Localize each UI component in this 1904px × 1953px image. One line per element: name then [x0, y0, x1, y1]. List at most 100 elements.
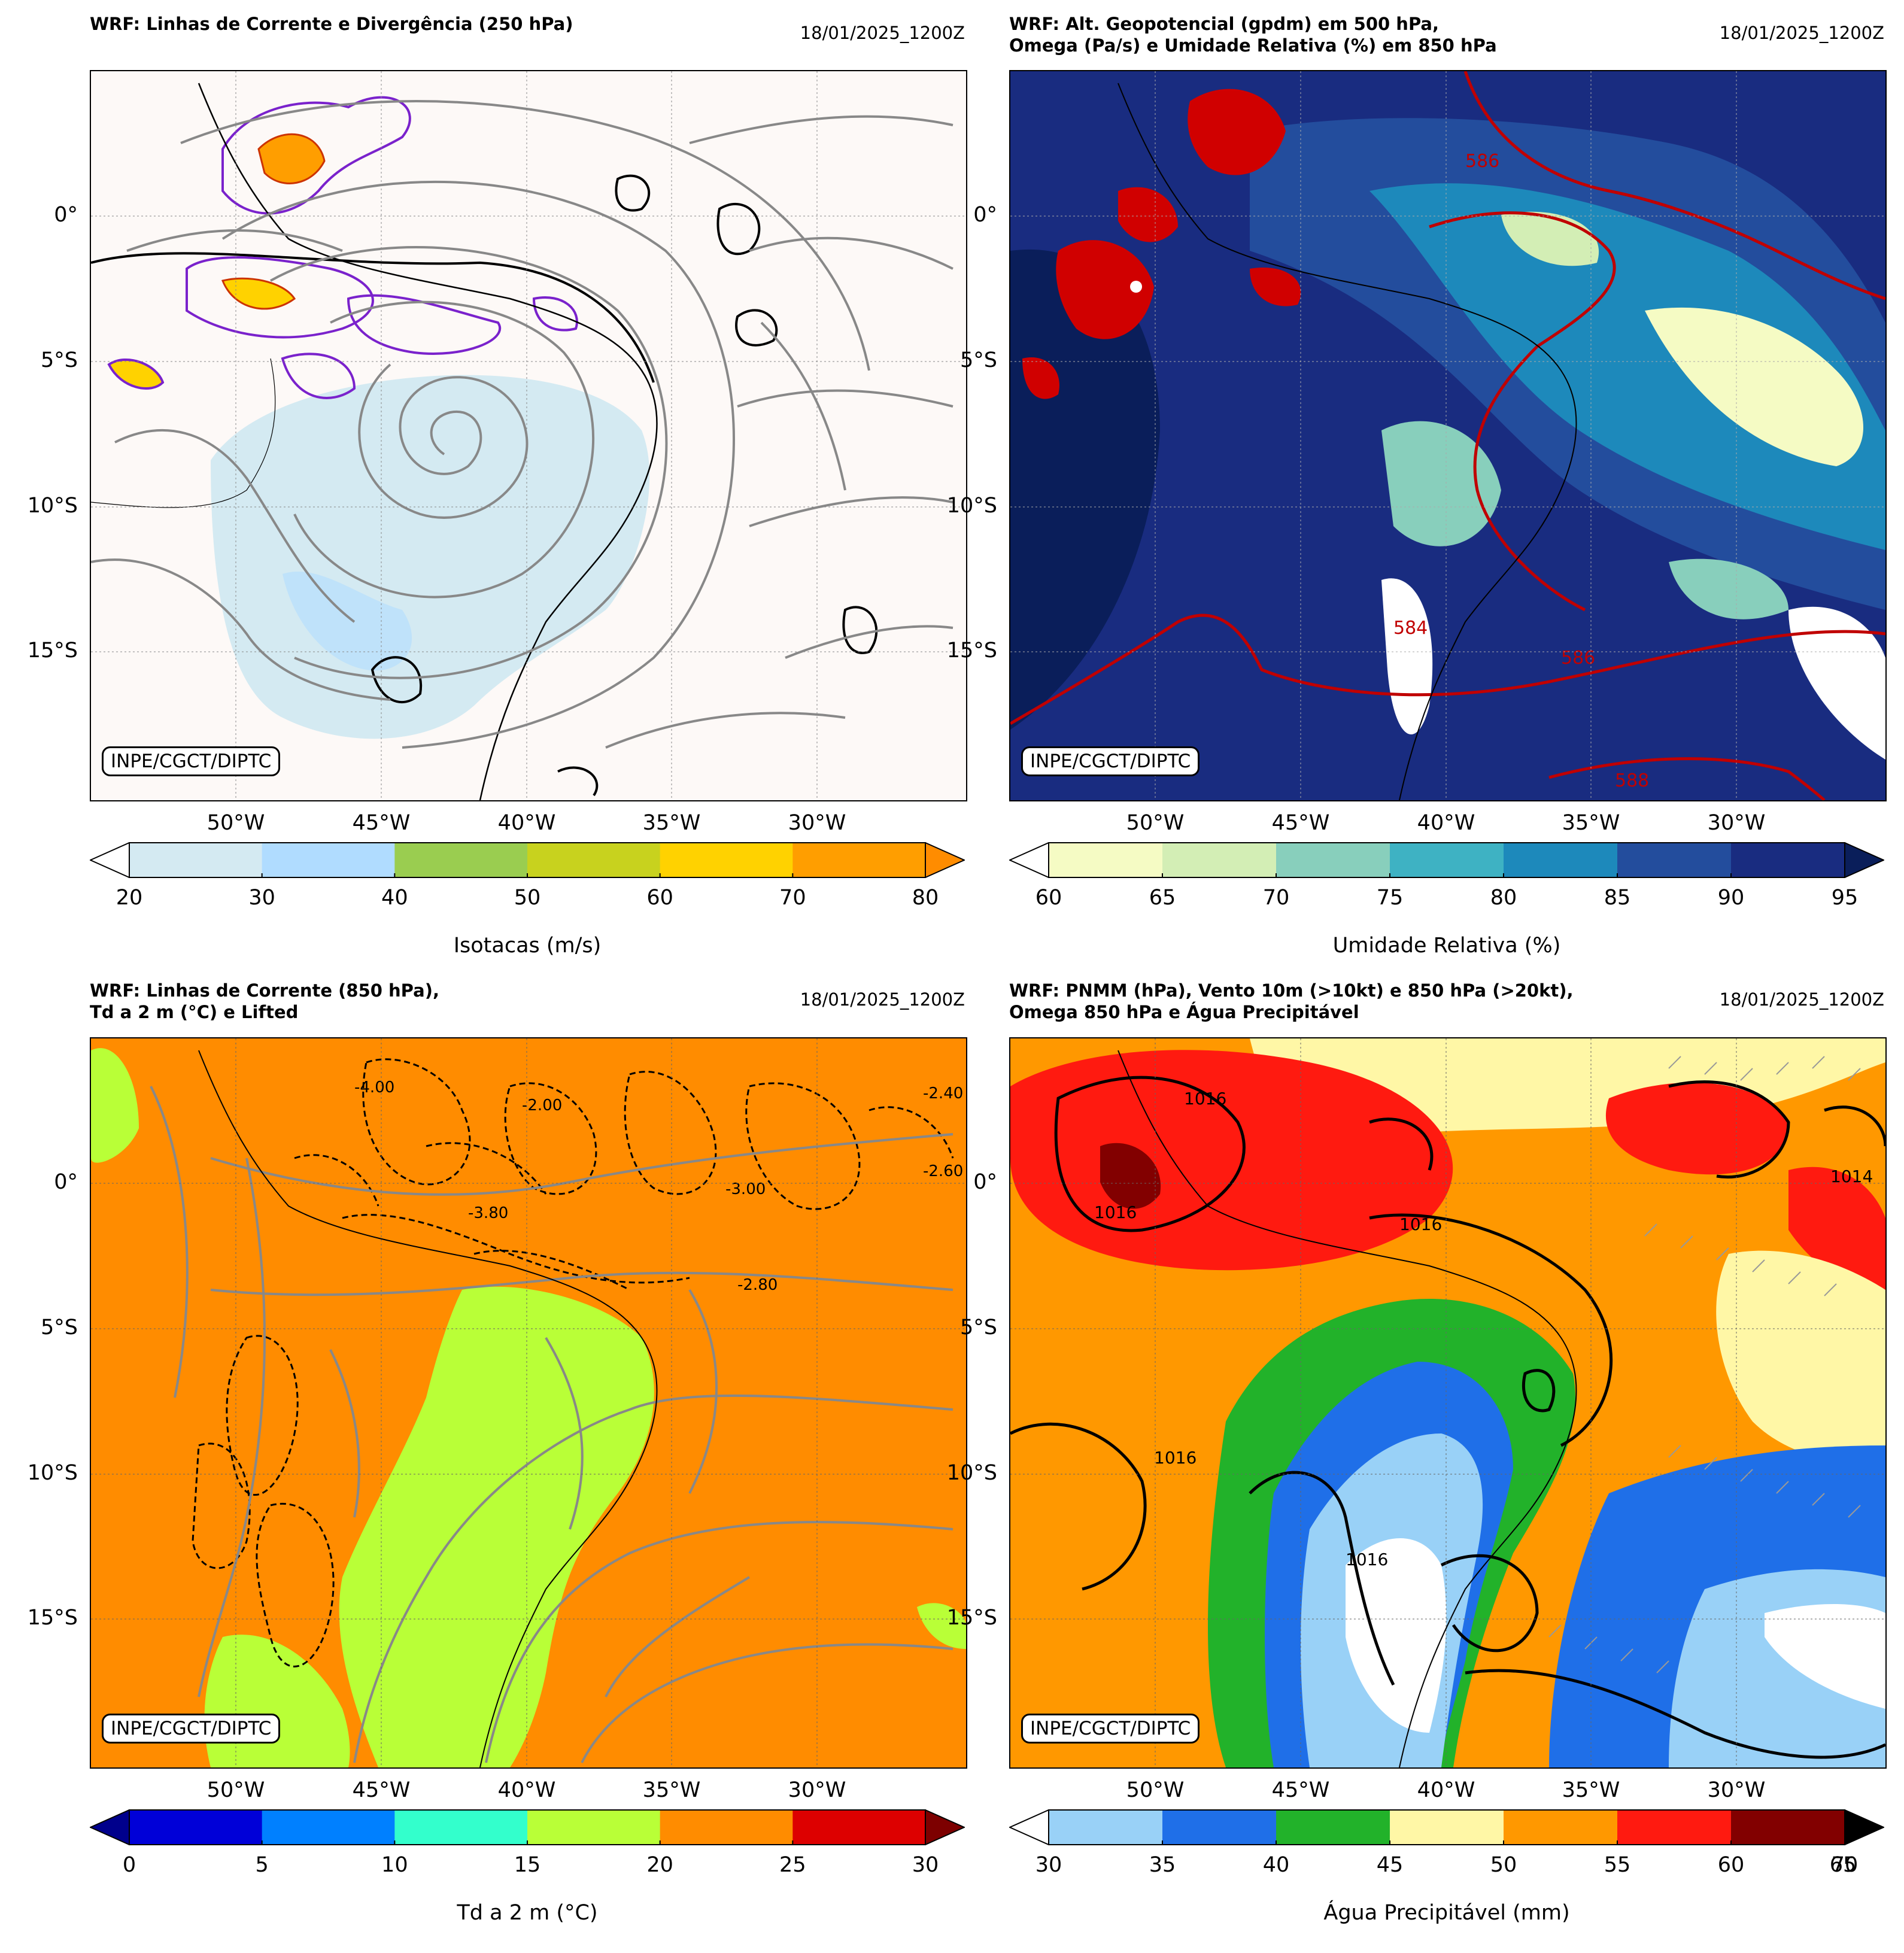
contour-label: 1016 — [1346, 1550, 1388, 1569]
map-frame: 1016 1016 1016 1016 1016 1014 INPE/CGCT/… — [1009, 1037, 1887, 1769]
colorbar-tick-label: 40 — [381, 886, 408, 910]
colorbar-tick-label: 85 — [1604, 886, 1631, 910]
lat-label: 10°S — [946, 1461, 997, 1485]
colorbar-outline — [1048, 842, 1845, 878]
colorbar-label: Isotacas (m/s) — [453, 934, 602, 958]
divergence-core — [257, 133, 326, 184]
lat-label: 5°S — [41, 1316, 78, 1340]
colorbar-tick-label: 30 — [912, 1853, 939, 1877]
colorbar-segment — [129, 843, 263, 877]
lon-label: 35°W — [642, 1778, 701, 1802]
colorbar-segment — [1390, 1810, 1504, 1845]
credit-label: INPE/CGCT/DIPTC — [1021, 746, 1200, 776]
colorbar-segment — [1617, 843, 1732, 877]
lat-label: 10°S — [27, 1461, 78, 1485]
colorbar-tick-label: 90 — [1717, 886, 1745, 910]
lon-label: 30°W — [1707, 1778, 1766, 1802]
map-plot: 1016 1016 1016 1016 1016 1014 — [1010, 1038, 1885, 1767]
humidity-band-60 — [1788, 606, 1885, 760]
colorbar-tick-label: 40 — [1262, 1853, 1290, 1877]
colorbar-segment — [1390, 843, 1504, 877]
lat-label: 0° — [973, 203, 997, 227]
panel-date: 18/01/2025_1200Z — [1719, 989, 1884, 1010]
colorbar-tick-label: 60 — [1035, 886, 1062, 910]
isotach-area-30 — [283, 571, 412, 671]
divergence-contour — [716, 203, 761, 256]
colorbar-tick-label: 35 — [1149, 1853, 1176, 1877]
omega-patch — [1022, 357, 1059, 399]
colorbar-label: Umidade Relativa (%) — [1332, 934, 1561, 958]
panel-title: WRF: PNMM (hPa), Vento 10m (>10kt) e 850… — [1009, 980, 1574, 1022]
lon-label: 45°W — [352, 1778, 411, 1802]
lat-label: 5°S — [960, 348, 997, 372]
lat-label: 5°S — [41, 348, 78, 372]
omega-patch — [1056, 240, 1154, 339]
credit-label: INPE/CGCT/DIPTC — [102, 1714, 281, 1744]
colorbar-tick-label: 75 — [1376, 886, 1404, 910]
colorbar-over-triangle — [1844, 842, 1884, 878]
colorbar-segment — [660, 843, 793, 877]
panel-date: 18/01/2025_1200Z — [1719, 23, 1884, 43]
map-plot: 584 586 588 586 — [1010, 71, 1885, 800]
divergence-contour — [91, 252, 655, 383]
divergence-blob — [532, 296, 578, 332]
colorbar-label: Td a 2 m (°C) — [457, 1901, 598, 1925]
lon-label: 30°W — [788, 811, 846, 835]
colorbar-tick-label: 50 — [1490, 1853, 1517, 1877]
credit-label: INPE/CGCT/DIPTC — [1021, 1714, 1200, 1744]
colorbar-under-triangle — [90, 1809, 130, 1845]
colorbar-segment — [660, 1810, 793, 1845]
contour-label: 584 — [1393, 618, 1428, 639]
omega-patch — [1188, 89, 1286, 175]
country-border — [91, 358, 276, 508]
lat-label: 0° — [54, 1170, 78, 1194]
humidity-band-80 — [1369, 183, 1885, 550]
contour-label: -2.80 — [737, 1276, 778, 1294]
colorbar — [90, 842, 965, 878]
divergence-blob — [186, 256, 374, 339]
panel-title: WRF: Alt. Geopotencial (gpdm) em 500 hPa… — [1009, 14, 1497, 56]
streamlines-850 — [150, 1086, 953, 1763]
colorbar — [1009, 842, 1884, 878]
map-plot: -4.00 -2.40 -2.60 -3.00 -2.80 -2.00 -3.8… — [91, 1038, 966, 1767]
lon-label: 50°W — [207, 811, 265, 835]
lon-label: 30°W — [1707, 811, 1766, 835]
lat-label: 15°S — [946, 1606, 997, 1630]
colorbar-tick-label: 50 — [514, 886, 541, 910]
colorbar-tick-label: 95 — [1831, 886, 1859, 910]
contour-label: 586 — [1561, 648, 1595, 669]
colorbar-tick-label: 45 — [1376, 1853, 1404, 1877]
lon-label: 50°W — [1126, 1778, 1185, 1802]
humidity-band-70 — [1669, 558, 1788, 619]
lat-label: 15°S — [27, 1606, 78, 1630]
lon-label: 45°W — [352, 811, 411, 835]
colorbar — [90, 1809, 965, 1845]
colorbar-tick-label: 65 — [1149, 886, 1176, 910]
colorbar-tick-label: 30 — [1035, 1853, 1062, 1877]
map-frame: 584 586 588 586 INPE/CGCT/DIPTC — [1009, 70, 1887, 801]
colorbar-segment — [527, 843, 661, 877]
colorbar-tick-label: 60 — [1717, 1853, 1745, 1877]
contour-label: -2.00 — [522, 1097, 562, 1114]
colorbar-segment — [1504, 843, 1618, 877]
lon-label: 35°W — [642, 811, 701, 835]
colorbar-under-triangle — [1009, 1809, 1049, 1845]
colorbar-over-triangle — [1844, 1809, 1884, 1845]
lat-label: 10°S — [946, 494, 997, 518]
map-frame: -4.00 -2.40 -2.60 -3.00 -2.80 -2.00 -3.8… — [90, 1037, 967, 1769]
colorbar-segment — [262, 1810, 395, 1845]
geopotential-contours — [1010, 71, 1885, 800]
colorbar-tick-label: 60 — [646, 886, 673, 910]
contour-label: 1016 — [1094, 1202, 1137, 1222]
colorbar-tick-label: 20 — [646, 1853, 673, 1877]
colorbar-tick-label: 25 — [779, 1853, 806, 1877]
lon-label: 35°W — [1562, 1778, 1620, 1802]
panel-title: WRF: Linhas de Corrente (850 hPa), Td a … — [90, 980, 439, 1022]
colorbar-segment — [1276, 843, 1390, 877]
colorbar-segment — [1504, 1810, 1618, 1845]
colorbar-segment — [129, 1810, 263, 1845]
omega-patch — [1118, 187, 1178, 242]
lon-label: 40°W — [1417, 811, 1475, 835]
colorbar-tick-label: 15 — [514, 1853, 541, 1877]
lat-label: 10°S — [27, 494, 78, 518]
